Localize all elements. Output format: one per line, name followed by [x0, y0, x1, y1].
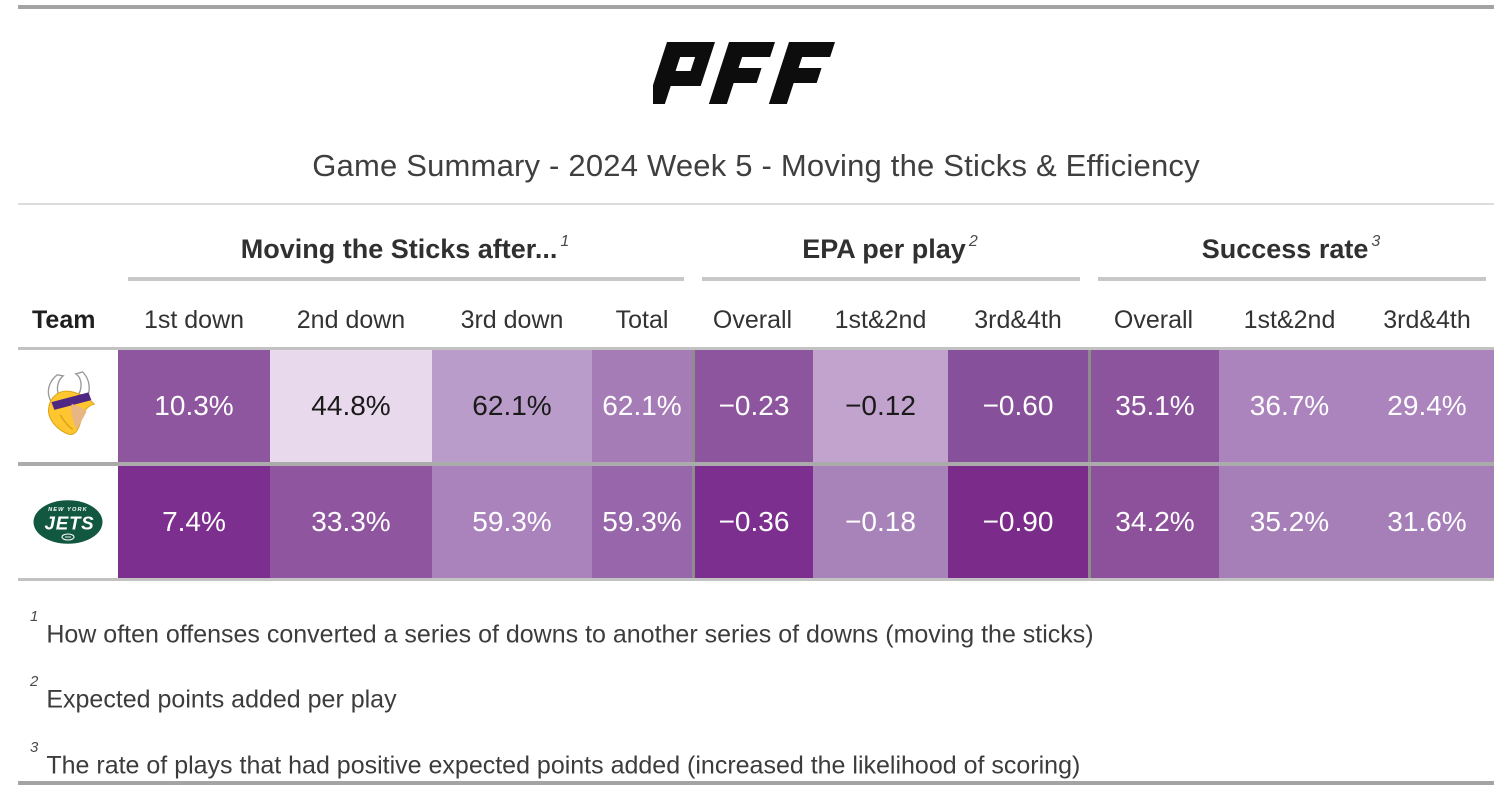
table-cell: 62.1%	[592, 350, 692, 462]
table-cell: 34.2%	[1088, 466, 1219, 578]
cell-value: −0.90	[982, 506, 1054, 537]
cell-value: −0.23	[718, 390, 790, 421]
group-underline	[128, 277, 684, 281]
cell-value: −0.60	[982, 390, 1054, 421]
cell-value: 33.3%	[311, 506, 391, 537]
page-title: Game Summary - 2024 Week 5 - Moving the …	[312, 148, 1200, 183]
header-bottom-rule	[18, 347, 1494, 350]
table-cell: 62.1%	[432, 350, 592, 462]
footnote-2-text: Expected points added per play	[46, 685, 397, 714]
svg-text:JETS: JETS	[45, 513, 95, 534]
table-cell: 33.3%	[270, 466, 432, 578]
footnote-2: 2 Expected points added per play	[30, 673, 1490, 716]
table-cell: 59.3%	[432, 466, 592, 578]
group-footnote-ref: 3	[1371, 233, 1381, 250]
group-header-label: EPA per play	[802, 234, 966, 264]
column-header-1st-2nd: 1st&2nd	[834, 306, 927, 334]
column-header-1st-down: 1st down	[143, 306, 245, 334]
cell-value: 29.4%	[1387, 390, 1467, 421]
footnote-2-ref: 2	[30, 673, 39, 691]
footnote-3-text: The rate of plays that had positive expe…	[46, 750, 1081, 779]
jets-logo-icon: NEW YORK JETS	[33, 500, 103, 544]
group-underline	[1098, 277, 1486, 281]
footnote-3-ref: 3	[30, 738, 39, 756]
table-cell: −0.90	[948, 466, 1088, 578]
vikings-logo-icon	[47, 371, 96, 435]
group-footnote-ref: 1	[560, 233, 570, 250]
table-cell: 29.4%	[1360, 350, 1494, 462]
cell-value: 35.1%	[1115, 390, 1195, 421]
column-header-overall: Overall	[712, 306, 793, 334]
cell-value: 62.1%	[602, 390, 682, 421]
table-cell: −0.18	[813, 466, 948, 578]
table-cell: −0.36	[692, 466, 813, 578]
column-header-2nd-down: 2nd down	[296, 306, 406, 334]
group-header-3: Success rate 3	[1088, 205, 1494, 281]
group-header-2: EPA per play 2	[692, 205, 1088, 281]
table-bottom-rule	[18, 578, 1494, 581]
summary-table: Moving the Sticks after... 1 EPA per play 2…	[18, 203, 1494, 581]
group-header-spacer	[18, 205, 118, 281]
cell-value: −0.18	[845, 506, 916, 537]
group-footnote-ref: 2	[968, 233, 978, 250]
cell-value: −0.12	[845, 390, 916, 421]
svg-text:NEW YORK: NEW YORK	[48, 507, 88, 513]
table-cell: 44.8%	[270, 350, 432, 462]
footnote-1-ref: 1	[30, 608, 39, 625]
cell-value: 44.8%	[311, 390, 391, 421]
footnote-1-text: How often offenses converted a series of…	[46, 620, 1094, 649]
footnote-3: 3 The rate of plays that had positive exp…	[30, 739, 1490, 782]
group-header-label: Success rate	[1201, 234, 1369, 264]
table-cell: −0.60	[948, 350, 1088, 462]
footnote-1: 1 How often offenses converted a series o…	[30, 608, 1490, 651]
top-divider	[18, 5, 1494, 9]
cell-value: −0.36	[718, 506, 790, 537]
cell-value: 7.4%	[162, 506, 226, 537]
group-header-1: Moving the Sticks after... 1	[118, 205, 692, 281]
column-header-overall: Overall	[1113, 306, 1194, 334]
column-header-team: Team	[32, 306, 96, 334]
pff-logo-icon	[653, 42, 835, 104]
cell-value: 35.2%	[1249, 506, 1330, 537]
table-cell: 10.3%	[118, 350, 270, 462]
footnotes: 1 How often offenses converted a series o…	[30, 608, 1490, 800]
cell-value: 31.6%	[1387, 506, 1467, 537]
row-divider	[18, 462, 1494, 466]
cell-value: 36.7%	[1249, 390, 1330, 421]
column-header-3rd-4th: 3rd&4th	[1383, 306, 1471, 334]
cell-value: 59.3%	[602, 506, 682, 537]
cell-value: 62.1%	[472, 390, 552, 421]
team-cell-jets: NEW YORK JETS	[18, 466, 118, 578]
bottom-divider	[18, 781, 1494, 785]
table-cell: 36.7%	[1219, 350, 1360, 462]
cell-value: 10.3%	[154, 390, 234, 421]
table-cell: 31.6%	[1360, 466, 1494, 578]
brand-header	[0, 42, 1512, 104]
group-header-label: Moving the Sticks after...	[240, 234, 558, 264]
column-header-total: Total	[615, 306, 669, 334]
column-header-3rd-4th: 3rd&4th	[974, 306, 1062, 334]
table-cell: −0.23	[692, 350, 813, 462]
cell-value: 34.2%	[1115, 506, 1195, 537]
table-cell: 35.2%	[1219, 466, 1360, 578]
column-header-1st-2nd: 1st&2nd	[1243, 306, 1336, 334]
table-cell: 7.4%	[118, 466, 270, 578]
group-underline	[702, 277, 1080, 281]
table-cell: 59.3%	[592, 466, 692, 578]
team-cell-vikings	[18, 350, 118, 462]
table-cell: 35.1%	[1088, 350, 1219, 462]
table-cell: −0.12	[813, 350, 948, 462]
column-header-3rd-down: 3rd down	[460, 306, 564, 334]
cell-value: 59.3%	[472, 506, 552, 537]
